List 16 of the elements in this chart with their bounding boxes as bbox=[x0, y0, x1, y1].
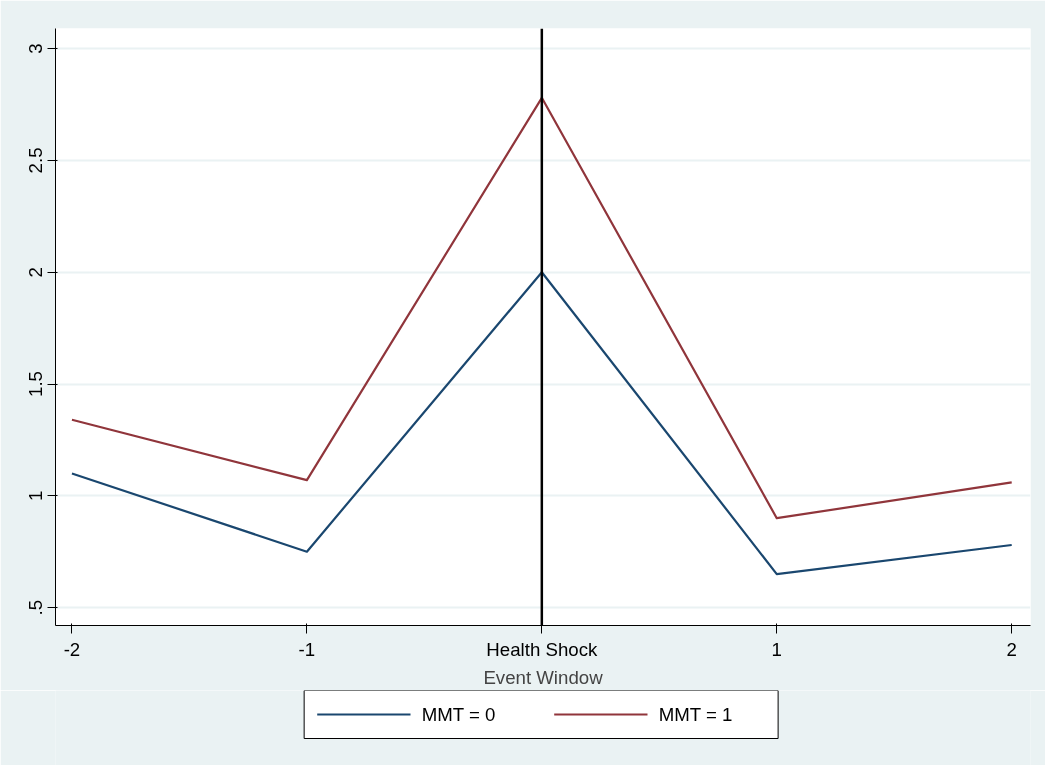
x-tick-label: -2 bbox=[63, 638, 81, 660]
x-axis-title: Event Window bbox=[483, 666, 604, 688]
y-tick-label: 1 bbox=[25, 490, 47, 501]
x-tick-label: 2 bbox=[1006, 638, 1017, 660]
line-series bbox=[70, 271, 1013, 576]
line-series bbox=[70, 96, 1013, 520]
legend-label: MMT = 0 bbox=[421, 704, 496, 725]
y-tick-label: .5 bbox=[25, 599, 47, 616]
y-tick-label: 2.5 bbox=[25, 147, 47, 174]
y-tick-label: 1.5 bbox=[25, 371, 47, 397]
x-tick-label: 1 bbox=[771, 638, 782, 660]
y-tick-label: 3 bbox=[25, 43, 47, 54]
legend-label: MMT = 1 bbox=[658, 704, 733, 725]
y-tick-label: 2 bbox=[25, 267, 47, 278]
x-tick-label: Health Shock bbox=[486, 638, 598, 660]
x-tick-label: -1 bbox=[298, 638, 316, 660]
